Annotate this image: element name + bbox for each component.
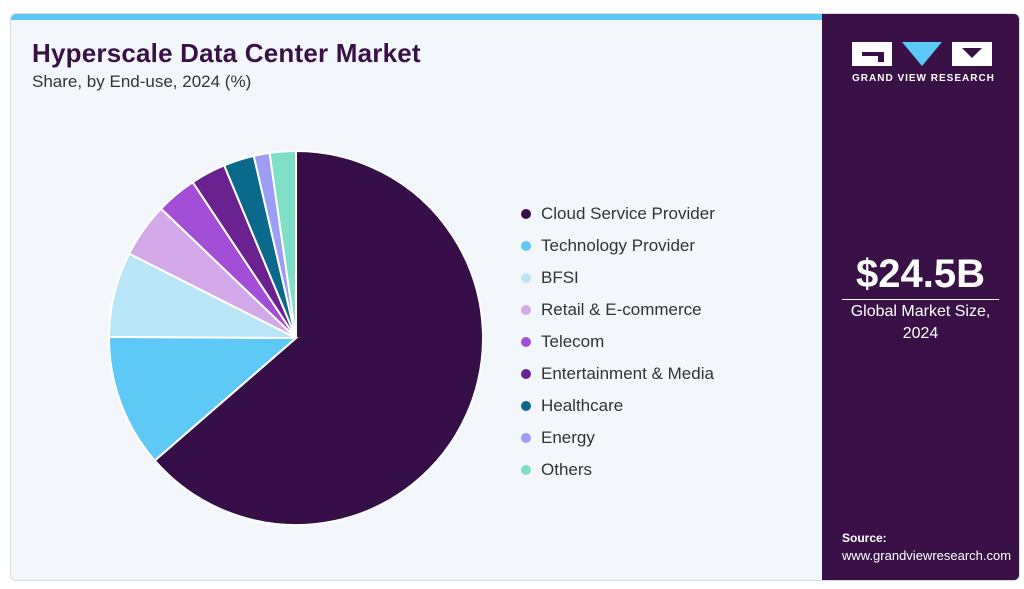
legend-item: Telecom xyxy=(521,326,715,358)
source-link[interactable]: www.grandviewresearch.com xyxy=(842,548,1011,563)
legend-item: Technology Provider xyxy=(521,230,715,262)
legend-item: Healthcare xyxy=(521,390,715,422)
legend-item: Entertainment & Media xyxy=(521,358,715,390)
legend-label: Technology Provider xyxy=(541,236,695,256)
legend-item: Retail & E-commerce xyxy=(521,294,715,326)
legend-item: Others xyxy=(521,454,715,486)
legend-label: Others xyxy=(541,460,592,480)
legend-item: Energy xyxy=(521,422,715,454)
legend-label: Retail & E-commerce xyxy=(541,300,702,320)
divider xyxy=(842,299,999,300)
market-size-value: $24.5B xyxy=(822,252,1019,297)
legend-label: Cloud Service Provider xyxy=(541,204,715,224)
legend-swatch xyxy=(521,209,531,219)
legend-label: BFSI xyxy=(541,268,579,288)
legend-swatch xyxy=(521,401,531,411)
market-size-label-line2: 2024 xyxy=(832,323,1009,345)
legend-item: BFSI xyxy=(521,262,715,294)
legend-swatch xyxy=(521,433,531,443)
chart-legend: Cloud Service Provider Technology Provide… xyxy=(521,198,715,486)
market-size-label: Global Market Size, 2024 xyxy=(832,301,1009,345)
legend-label: Healthcare xyxy=(541,396,623,416)
legend-item: Cloud Service Provider xyxy=(521,198,715,230)
source-title: Source: xyxy=(842,531,887,545)
legend-label: Entertainment & Media xyxy=(541,364,714,384)
legend-swatch xyxy=(521,273,531,283)
legend-swatch xyxy=(521,305,531,315)
legend-label: Telecom xyxy=(541,332,604,352)
legend-swatch xyxy=(521,465,531,475)
legend-swatch xyxy=(521,369,531,379)
legend-label: Energy xyxy=(541,428,595,448)
legend-swatch xyxy=(521,241,531,251)
chart-card: Hyperscale Data Center Market Share, by … xyxy=(10,13,1020,581)
legend-swatch xyxy=(521,337,531,347)
brand-name: GRAND VIEW RESEARCH xyxy=(852,73,995,84)
gvr-logo-icon xyxy=(852,42,992,68)
info-panel: GRAND VIEW RESEARCH $24.5B Global Market… xyxy=(822,14,1019,580)
market-size-label-line1: Global Market Size, xyxy=(832,301,1009,323)
